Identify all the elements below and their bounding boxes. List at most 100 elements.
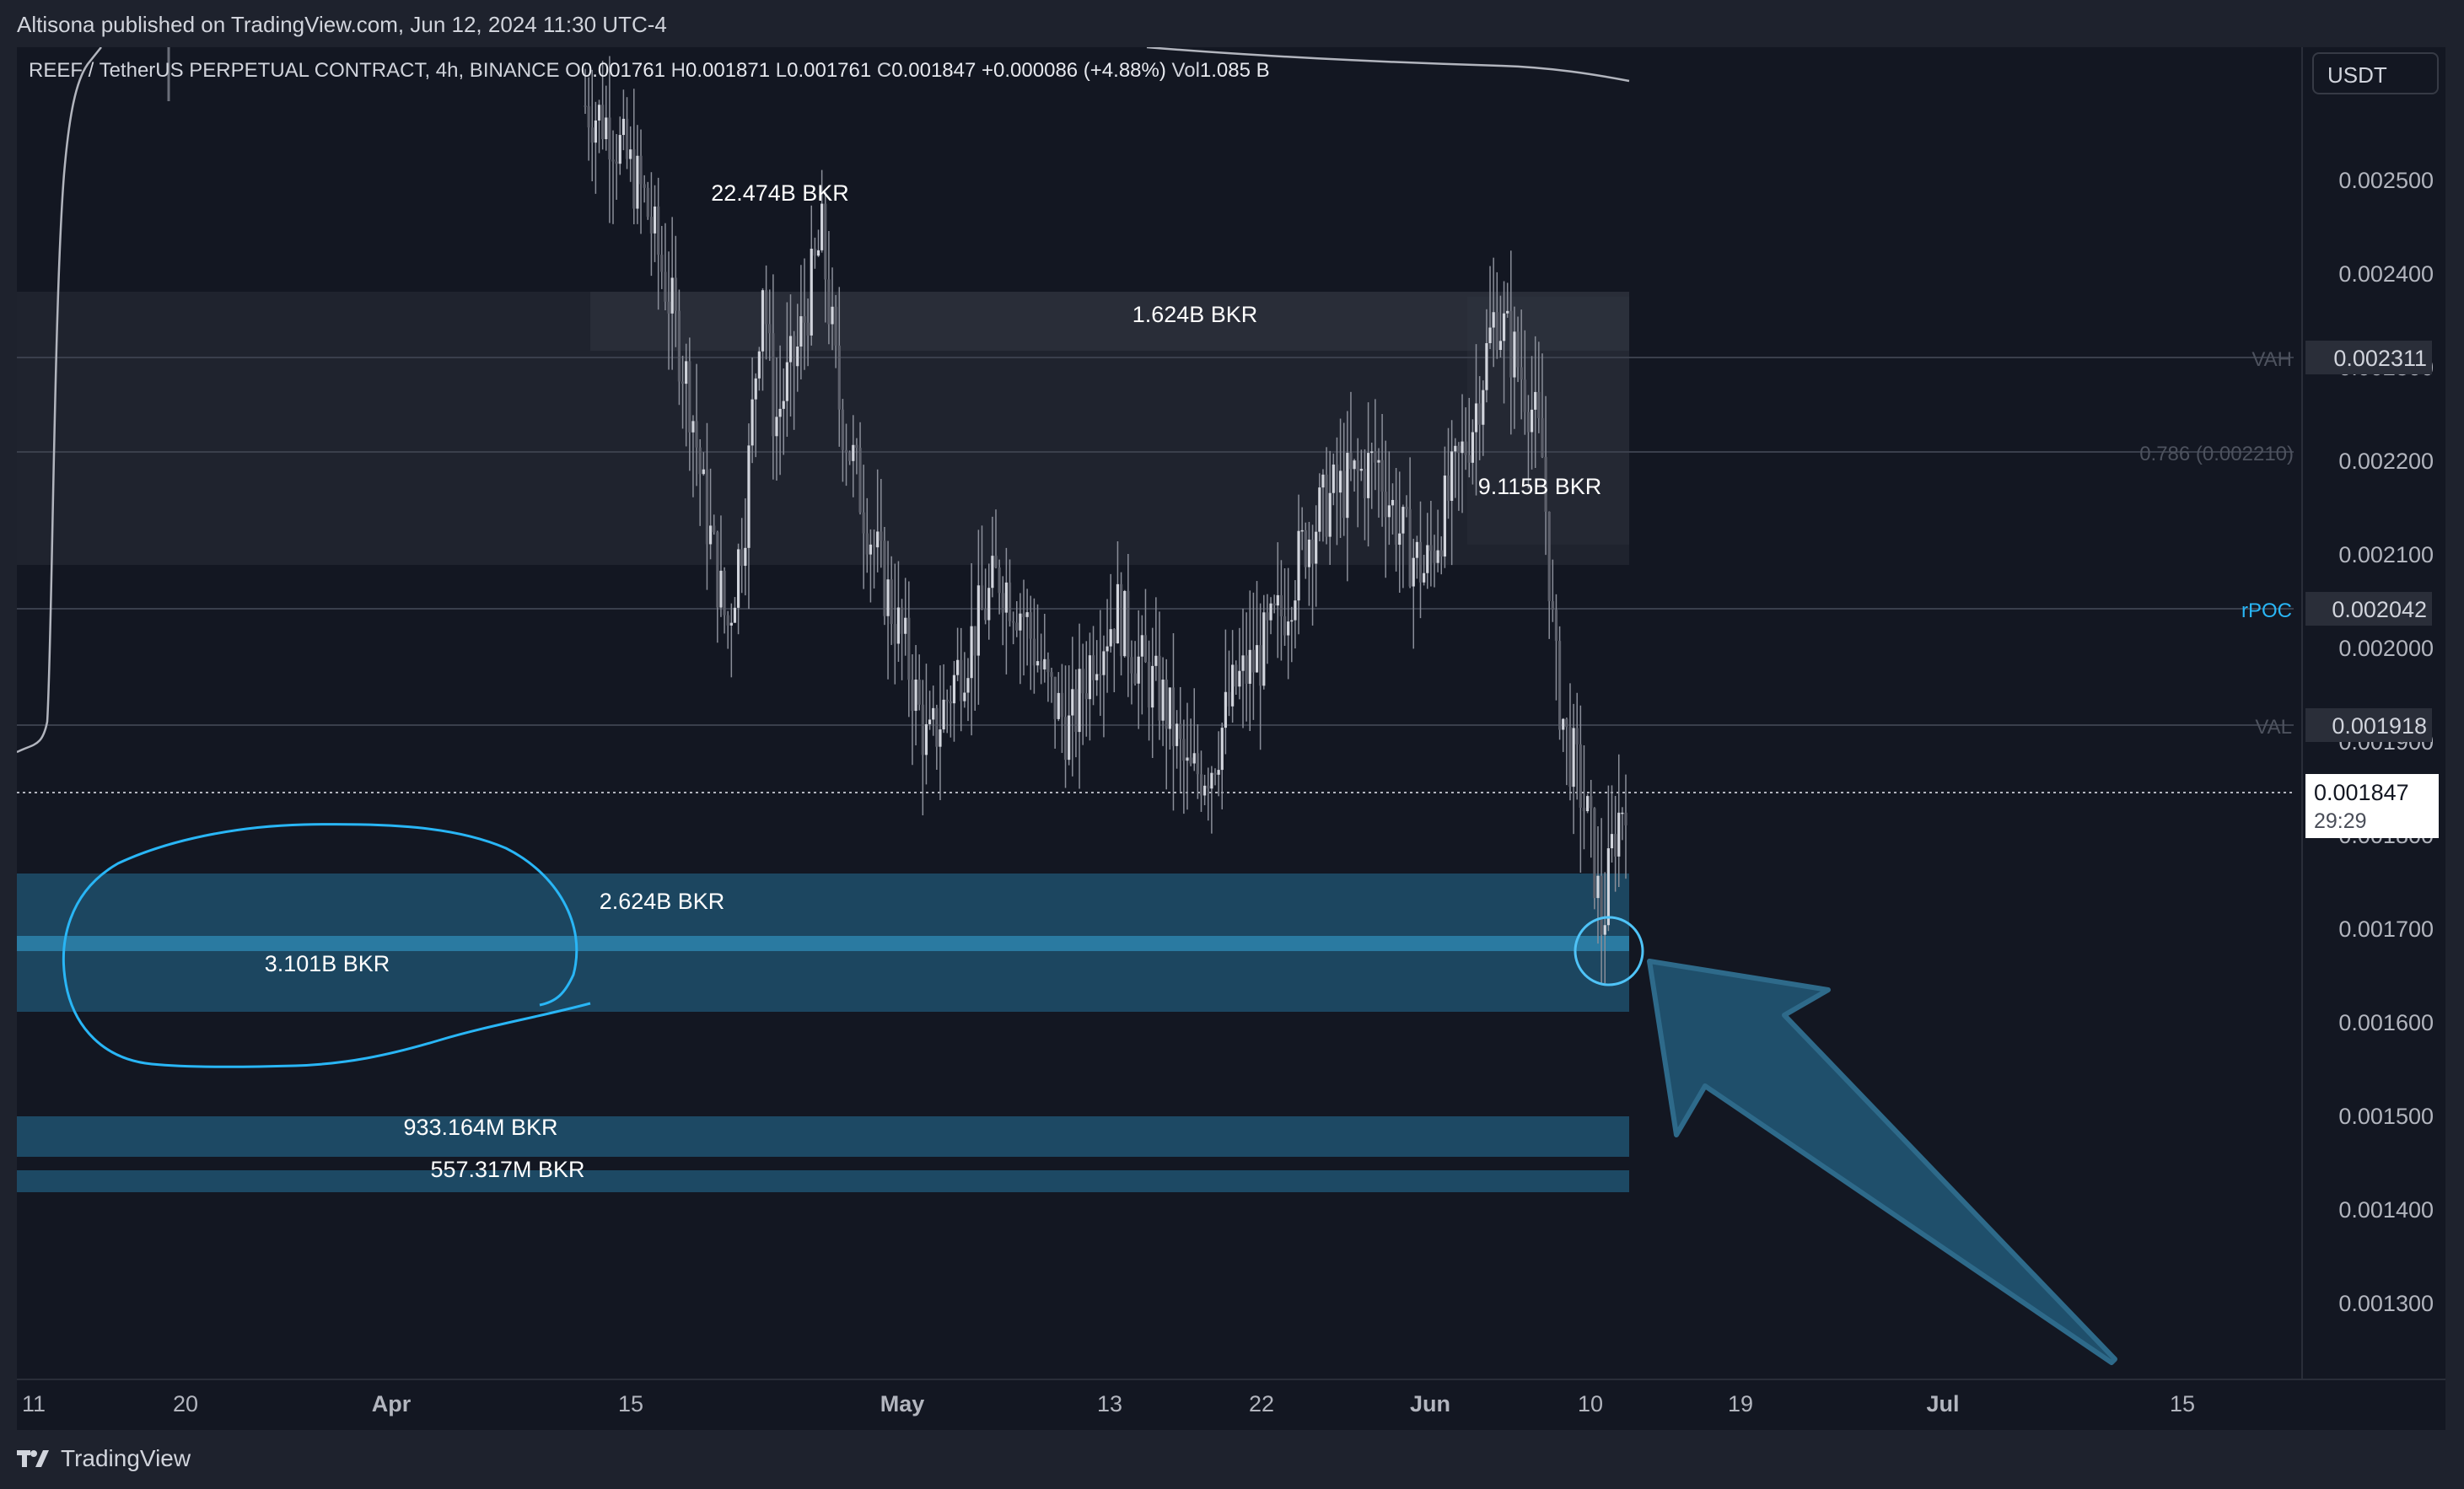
candle-body [1245,655,1248,684]
time-tick: 20 [173,1391,198,1416]
candle-body [1106,646,1109,652]
open-value: 0.001761 [580,59,665,82]
ohlc-legend: REEF / TetherUS PERPETUAL CONTRACT, 4h, … [29,59,1270,83]
candle-body [708,525,713,545]
time-tick: Apr [372,1391,412,1416]
candle-body [611,159,615,162]
candle-body [1596,875,1600,899]
candle-body [713,525,716,533]
candle-body [1248,649,1251,684]
candle-body [1349,453,1353,470]
candle-body [1454,445,1457,452]
liq-zone-1624-core [590,292,1629,351]
candle-body [1429,545,1433,551]
candle-body [841,409,845,450]
candle-body [914,680,917,712]
candle-body [1579,744,1582,808]
candle-body [876,531,880,548]
candle-body [1446,476,1450,502]
close-label: C [876,59,892,82]
candle-body [1624,812,1627,825]
candle-body [726,615,729,626]
time-tick: 15 [2170,1391,2195,1416]
low-label: L [775,59,788,82]
candle-body [1224,691,1227,728]
candle-body [1374,451,1377,463]
candle-body [723,570,726,615]
candle-body [698,447,702,475]
candle-body [820,203,824,250]
footer: TradingView [0,1430,2464,1489]
candle-body [1207,785,1210,789]
liq-label-933: 933.164M BKR [403,1115,557,1140]
candle-body [1603,925,1606,935]
candle-body [1338,470,1342,493]
moving-average-line [17,47,102,754]
pointer-arrow[interactable] [1647,959,2117,1365]
time-tick: 10 [1578,1391,1603,1416]
candle-body [1102,651,1106,675]
liq-label-22474: 22.474B BKR [711,180,849,206]
candle-body [705,469,709,545]
candle-body [1040,661,1043,669]
candle-body [1405,507,1408,509]
time-tick: 22 [1249,1391,1274,1416]
price-tick: 0.001300 [2338,1291,2434,1316]
liq-label-2624: 2.624B BKR [600,889,725,914]
symbol-title[interactable]: REEF / TetherUS PERPETUAL CONTRACT, 4h, … [29,59,560,82]
candle-body [1189,757,1192,764]
candle-body [1547,511,1551,602]
candle-body [1621,812,1624,814]
low-circle[interactable] [1574,916,1644,986]
candle-body [987,588,991,621]
candle-body [772,333,775,437]
drawn-ellipse[interactable] [62,823,591,1068]
candle-body [597,105,601,121]
candle-body [1398,533,1401,546]
candle-body [1600,875,1603,935]
candle-body [1443,476,1446,557]
price-chart[interactable]: 0.0025000.0024000.0023000.0022000.002100… [17,47,2445,1430]
candle-body [1019,613,1022,631]
price-tick: 0.002400 [2338,261,2434,287]
tradingview-logo[interactable]: TradingView [17,1445,191,1472]
candle-body [886,579,890,616]
candle-body [1395,500,1398,546]
candle-body [1168,687,1171,729]
time-tick: 19 [1728,1391,1753,1416]
candle-body [1231,664,1235,707]
candle-body [695,421,698,448]
candle-body [716,532,719,608]
candle-body [1335,464,1339,493]
candle-body [1391,500,1395,506]
candle-body [852,444,855,461]
candle-body [1012,621,1015,623]
candle-body [1304,529,1307,567]
candle-body [855,444,858,449]
candle-body [761,290,765,352]
candle-body [1520,367,1523,380]
candle-body [793,336,796,367]
candle-body [1123,590,1127,657]
candle-body [966,678,970,693]
candle-body [1537,391,1541,418]
candle-body [1541,417,1544,457]
time-tick: 13 [1097,1391,1122,1416]
candle-body [963,692,966,701]
chart-pane[interactable]: 0.0025000.0024000.0023000.0022000.002100… [17,47,2445,1430]
candle-body [1492,312,1495,328]
candle-body [1557,641,1562,730]
candle-body [1513,331,1516,378]
candle-body [1606,848,1610,926]
currency-button[interactable]: USDT [2312,52,2439,94]
candle-body [1015,622,1019,631]
candle-body [1614,834,1617,857]
candle-body [629,149,632,159]
vah-label: VAH [2251,348,2292,371]
time-axis[interactable]: 11 20 Apr 15 May 13 22 Jun 10 19 Jul 15 [22,1391,2195,1416]
candle-body [1241,655,1245,671]
candle-body [594,120,597,143]
candle-body [1255,645,1259,673]
candle-body [1478,403,1482,425]
candle-body [1186,757,1189,761]
